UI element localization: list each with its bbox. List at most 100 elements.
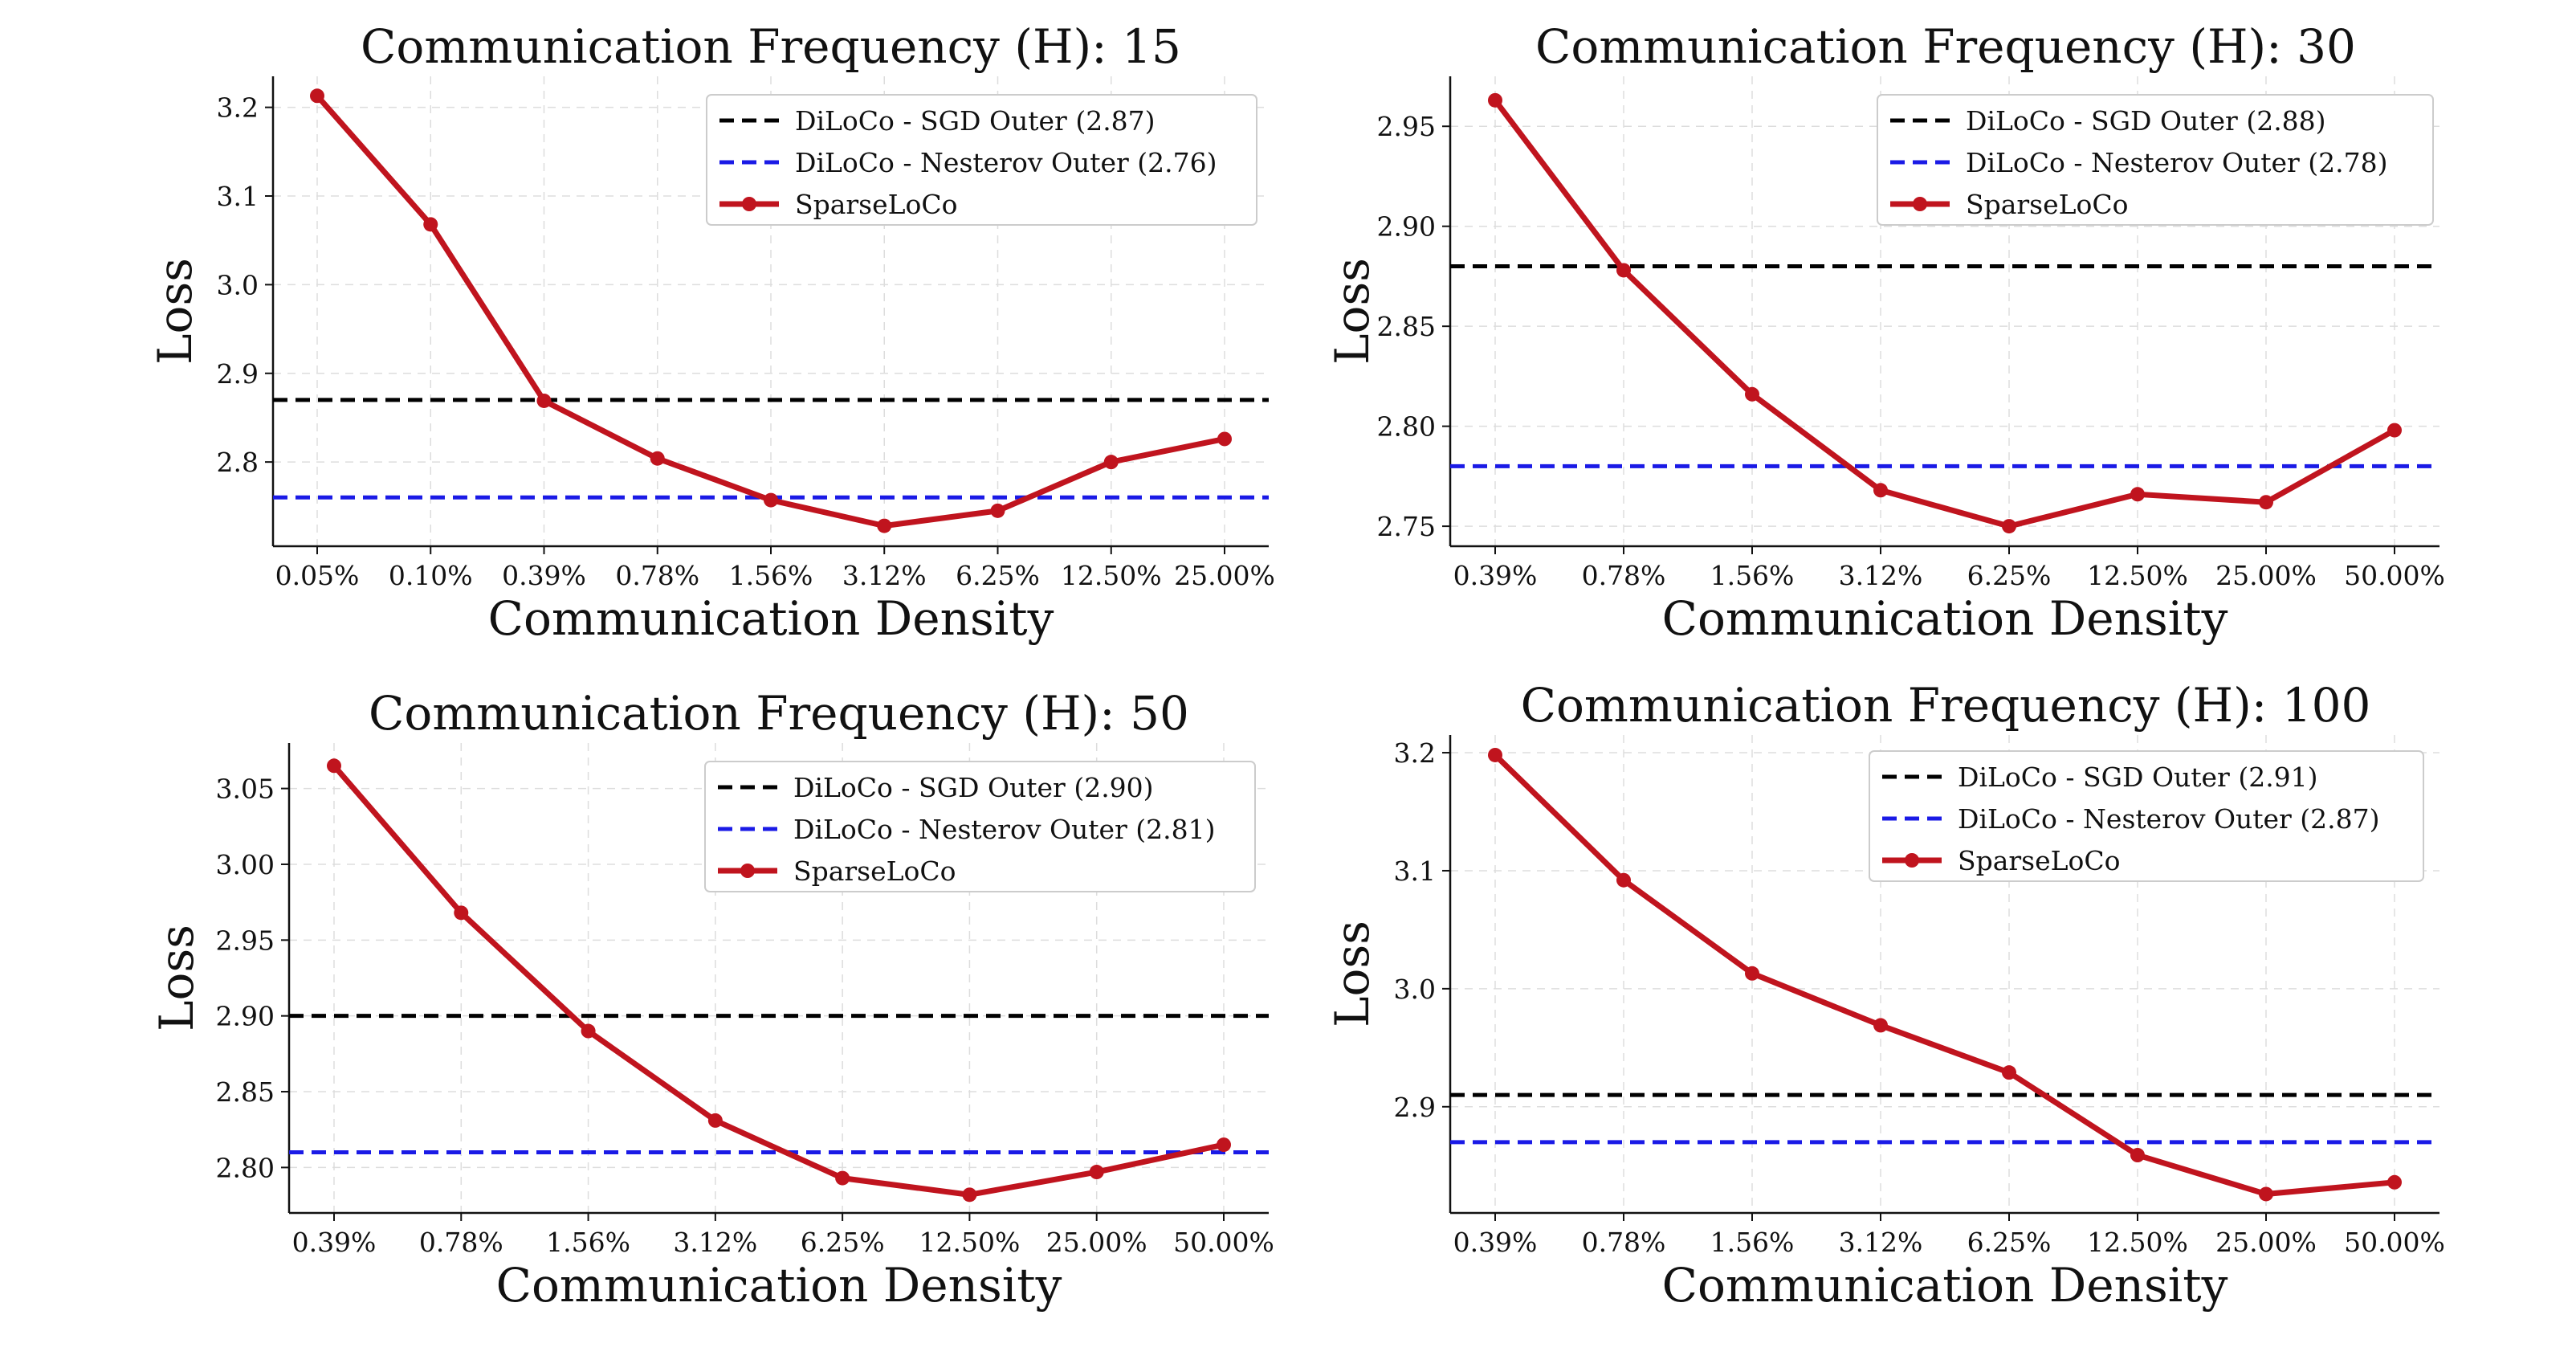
- chart-title: Communication Frequency (H): 30: [1535, 19, 2356, 74]
- sparseloco-point: [2259, 1186, 2273, 1202]
- legend-sgd-label: DiLoCo - SGD Outer (2.91): [1958, 762, 2318, 793]
- x-tick-label: 6.25%: [956, 560, 1040, 591]
- y-tick-label: 3.1: [1394, 855, 1436, 887]
- y-tick-label: 2.95: [1377, 111, 1436, 142]
- sparseloco-point: [1217, 1137, 1231, 1153]
- sparseloco-point: [1745, 966, 1759, 981]
- sparseloco-point: [454, 905, 469, 921]
- x-tick-label: 0.78%: [615, 560, 699, 591]
- legend-sparseloco-label: SparseLoCo: [793, 855, 956, 887]
- y-tick-label: 2.9: [1394, 1092, 1436, 1123]
- chart-panel-1: 2.8 2.9 3.0 3.1 3.2 0.05% 0.10% 0.39% 0.78% 1.56%…: [148, 19, 1275, 646]
- y-axis-label: Loss: [149, 925, 204, 1031]
- chart-title: Communication Frequency (H): 100: [1521, 678, 2371, 733]
- sparseloco-point: [1103, 455, 1119, 470]
- legend-nesterov-label: DiLoCo - Nesterov Outer (2.81): [793, 814, 1216, 845]
- x-tick-label: 12.50%: [919, 1227, 1021, 1258]
- sparseloco-point: [2130, 1148, 2145, 1163]
- sparseloco-point: [2002, 519, 2016, 534]
- legend: DiLoCo - SGD Outer (2.91) DiLoCo - Nester…: [1869, 750, 2424, 882]
- sparseloco-point: [835, 1170, 850, 1186]
- y-tick-label: 2.85: [216, 1076, 275, 1108]
- legend: DiLoCo - SGD Outer (2.88) DiLoCo - Nester…: [1877, 94, 2434, 226]
- chart-panel-2: 2.75 2.80 2.85 2.90 2.95 0.39% 0.78% 1.56% 3.12%…: [1325, 19, 2445, 646]
- x-tick-label: 25.00%: [1174, 560, 1275, 591]
- sparseloco-point: [536, 393, 552, 408]
- x-tick-label: 25.00%: [1046, 1227, 1147, 1258]
- x-tick-label: 3.12%: [673, 1227, 757, 1258]
- x-axis-label: Communication Density: [496, 1258, 1062, 1313]
- y-tick-label: 2.90: [216, 1001, 275, 1032]
- sparseloco-point: [1873, 483, 1888, 498]
- x-tick-label: 25.00%: [2215, 1227, 2317, 1258]
- sparseloco-point: [962, 1187, 977, 1203]
- sparseloco-line: [1492, 97, 2398, 529]
- x-tick-label: 0.05%: [275, 560, 360, 591]
- sparseloco-point: [310, 88, 324, 104]
- x-tick-label: 0.10%: [389, 560, 473, 591]
- sparseloco-line: [1492, 752, 2398, 1197]
- y-tick-label: 3.0: [217, 269, 259, 300]
- legend: DiLoCo - SGD Outer (2.90) DiLoCo - Nester…: [704, 761, 1256, 892]
- y-tick-label: 3.00: [216, 849, 275, 880]
- legend-box: [706, 94, 1257, 226]
- x-tick-label: 0.39%: [292, 1227, 377, 1258]
- legend-nesterov-label: DiLoCo - Nesterov Outer (2.76): [795, 147, 1217, 178]
- y-axis-label: Loss: [148, 258, 202, 365]
- sparseloco-point: [1873, 1018, 1888, 1033]
- sparseloco-point: [1616, 263, 1631, 278]
- x-axis-label: Communication Density: [1662, 1258, 2228, 1313]
- sparseloco-point: [423, 217, 438, 232]
- x-tick-label: 0.78%: [419, 1227, 503, 1258]
- x-tick-label: 12.50%: [2087, 560, 2188, 591]
- y-tick-label: 2.75: [1377, 511, 1436, 542]
- x-tick-label: 50.00%: [2344, 1227, 2445, 1258]
- sparseloco-point: [707, 1113, 723, 1128]
- legend-sparseloco-marker: [1913, 197, 1927, 211]
- sparseloco-point: [2002, 1065, 2016, 1080]
- y-tick-label: 3.2: [1394, 737, 1436, 769]
- sparseloco-point: [1745, 386, 1759, 402]
- x-tick-label: 1.56%: [1710, 1227, 1795, 1258]
- legend-box: [1877, 94, 2434, 226]
- sparseloco-point: [1089, 1165, 1104, 1180]
- y-tick-label: 2.80: [216, 1152, 275, 1183]
- sparseloco-point: [581, 1023, 596, 1039]
- x-axis-label: Communication Density: [1662, 591, 2228, 646]
- legend: DiLoCo - SGD Outer (2.87) DiLoCo - Nester…: [706, 94, 1257, 226]
- x-tick-label: 6.25%: [801, 1227, 885, 1258]
- sparseloco-point: [2130, 487, 2145, 502]
- y-tick-label: 3.1: [217, 181, 259, 212]
- x-tick-label: 25.00%: [2215, 560, 2317, 591]
- sparseloco-point: [2259, 495, 2273, 510]
- x-tick-label: 0.39%: [502, 560, 586, 591]
- legend-sparseloco-label: SparseLoCo: [795, 189, 958, 220]
- y-tick-label: 2.80: [1377, 411, 1436, 443]
- x-tick-label: 50.00%: [1173, 1227, 1274, 1258]
- chart-panel-3: 2.80 2.85 2.90 2.95 3.00 3.05 0.39% 0.78% 1.56% 3…: [149, 686, 1274, 1313]
- x-tick-label: 1.56%: [1710, 560, 1795, 591]
- y-axis-label: Loss: [1325, 921, 1380, 1027]
- sparseloco-point: [764, 492, 778, 508]
- x-axis-label: Communication Density: [488, 591, 1054, 646]
- sparseloco-point: [1217, 431, 1232, 447]
- sparseloco-point: [650, 451, 665, 466]
- sparseloco-line: [331, 762, 1227, 1198]
- y-axis-label: Loss: [1325, 258, 1380, 365]
- sparseloco-point: [1488, 747, 1502, 762]
- legend-box: [1869, 750, 2424, 882]
- x-tick-label: 6.25%: [1967, 1227, 2052, 1258]
- x-tick-label: 1.56%: [729, 560, 813, 591]
- y-tick-label: 2.8: [217, 447, 259, 478]
- sparseloco-point: [2387, 423, 2402, 438]
- legend-sparseloco-marker: [742, 197, 756, 211]
- y-tick-label: 3.0: [1394, 974, 1436, 1005]
- x-tick-label: 12.50%: [1061, 560, 1162, 591]
- x-tick-label: 12.50%: [2087, 1227, 2188, 1258]
- legend-box: [704, 761, 1256, 892]
- x-tick-label: 0.78%: [1582, 1227, 1666, 1258]
- chart-title: Communication Frequency (H): 15: [361, 19, 1181, 74]
- x-tick-label: 0.39%: [1453, 1227, 1538, 1258]
- x-tick-label: 3.12%: [1839, 1227, 1923, 1258]
- chart-title: Communication Frequency (H): 50: [369, 686, 1189, 741]
